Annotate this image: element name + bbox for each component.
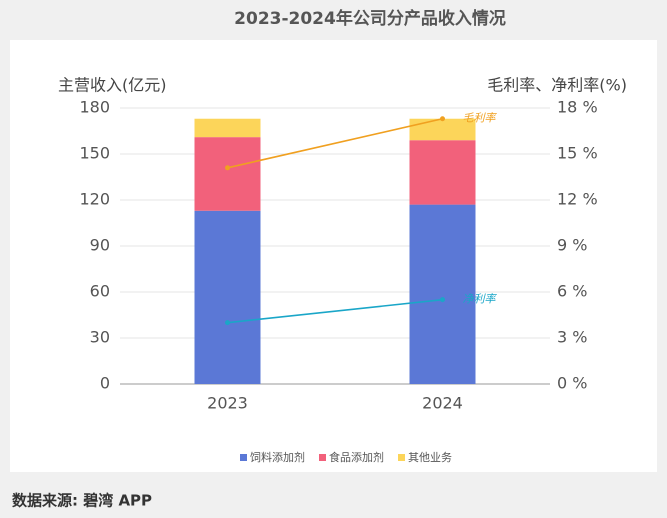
chart-title: 2023-2024年公司分产品收入情况: [234, 8, 506, 29]
legend-swatch: [319, 454, 326, 461]
y-tick-label: 30: [90, 328, 110, 347]
legend-swatch: [398, 454, 405, 461]
line-point: [440, 297, 445, 303]
legend-swatch: [240, 454, 247, 461]
y-tick-label: 90: [90, 236, 110, 255]
y2-tick-label: 6 %: [557, 282, 587, 301]
bar-segment: [194, 137, 261, 211]
series-annotation: 净利率: [463, 293, 498, 306]
bar-segment: [409, 140, 476, 205]
bar-segment: [409, 204, 476, 384]
bar-segment: [194, 210, 261, 384]
line-point: [440, 116, 445, 122]
line-series: [227, 298, 443, 324]
line-point: [225, 320, 230, 326]
y-tick-label: 150: [79, 144, 110, 163]
y2-tick-label: 3 %: [557, 328, 587, 347]
y2-tick-label: 15 %: [557, 144, 598, 163]
y-tick-label: 60: [90, 282, 110, 301]
x-tick-label: 2024: [422, 394, 463, 413]
bar-segment: [194, 118, 261, 138]
y-tick-label: 180: [79, 98, 110, 117]
legend-label: 食品添加剂: [329, 450, 384, 464]
y-tick-label: 0: [100, 374, 110, 393]
x-tick-label: 2023: [207, 394, 248, 413]
legend-label: 饲料添加剂: [250, 450, 305, 464]
legend-label: 其他业务: [408, 451, 452, 464]
y2-axis-title: 毛利率、净利率(%): [487, 76, 627, 95]
line-point: [225, 165, 230, 171]
source-note: 数据来源: 碧湾 APP: [12, 492, 152, 510]
line-series: [227, 117, 443, 169]
series-annotation: 毛利率: [463, 112, 498, 125]
y2-tick-label: 12 %: [557, 190, 598, 209]
y2-tick-label: 18 %: [557, 98, 598, 117]
y-axis-title: 主营收入(亿元): [58, 76, 167, 95]
y2-tick-label: 9 %: [557, 236, 587, 255]
y-tick-label: 120: [79, 190, 110, 209]
panel: [10, 40, 657, 472]
bar-segment: [409, 118, 476, 141]
y2-tick-label: 0 %: [557, 374, 587, 393]
